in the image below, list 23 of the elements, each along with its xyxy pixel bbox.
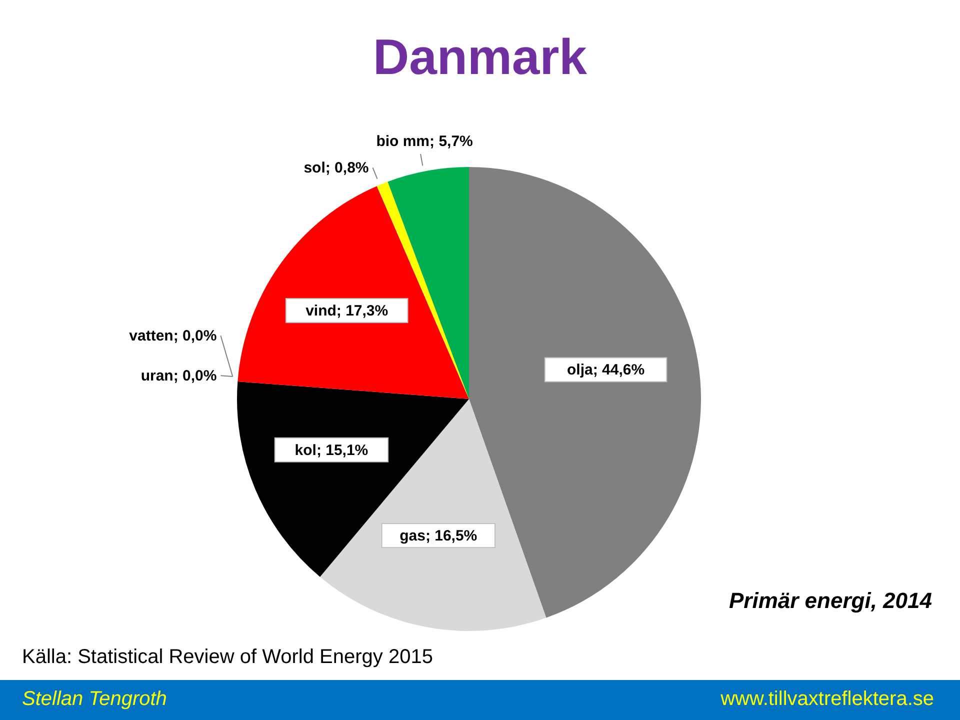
text: ; 0,0%	[173, 328, 217, 345]
pie-slice	[388, 167, 469, 399]
slice-label: sol	[304, 160, 326, 177]
text: Primär energi, 2014	[728, 588, 932, 614]
slice-label: vind	[306, 302, 336, 320]
data-label: ; 0,8%	[325, 160, 369, 177]
data-label: ; 5,7%	[430, 132, 473, 150]
category-label: uran	[140, 368, 174, 385]
text: Källa: Statistical Review of World Energy 2015	[22, 646, 433, 669]
data-label: ; 15,1%	[316, 442, 368, 459]
data-label: ; 44,6%	[592, 362, 645, 379]
slice-label: olja	[567, 362, 594, 379]
category-label: vatten	[129, 328, 174, 345]
text: Stellan Tengroth	[22, 688, 167, 711]
slice-label: kol	[294, 442, 316, 459]
slice-label: bio mm	[376, 132, 430, 150]
text: ; 0,0%	[173, 368, 217, 385]
text: www.tillvaxtreflektera.se	[720, 688, 934, 711]
pie-slice	[238, 186, 469, 399]
slice-label: gas	[400, 528, 426, 545]
chart-title: Danmark	[372, 28, 588, 86]
data-label: ; 17,3%	[336, 302, 388, 320]
data-label: ; 16,5%	[425, 528, 478, 545]
